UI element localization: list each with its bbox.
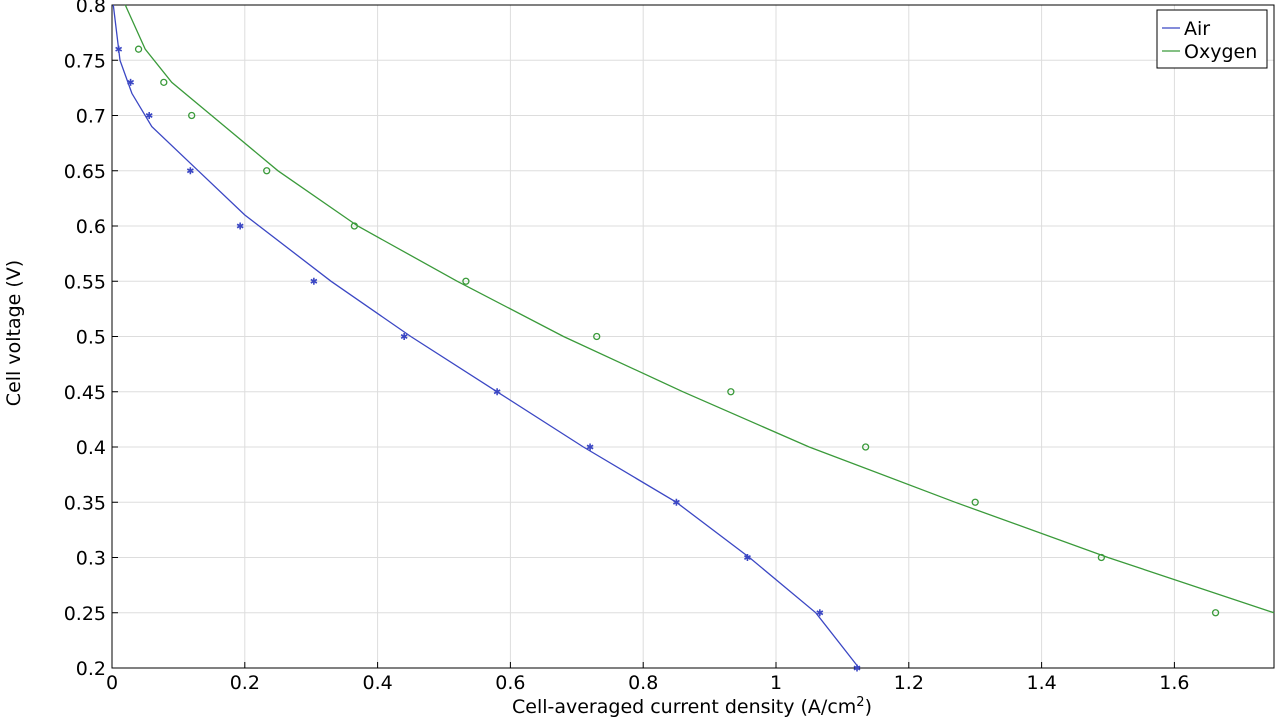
data-point-air (672, 498, 680, 506)
asterisk-stroke (186, 168, 194, 174)
asterisk-stroke (586, 444, 594, 450)
data-point-air (853, 664, 861, 672)
ticks: 0 0.2 0.4 0.6 0.8 1 1.2 1.4 1.60.20.250.30.350.4… (64, 0, 1190, 694)
asterisk-stroke (115, 46, 123, 52)
y-tick-label: 0.35 (64, 492, 106, 514)
data-point-oxygen (1097, 553, 1106, 562)
y-tick-label: 0.7 (76, 106, 106, 128)
data-point-air (310, 277, 318, 285)
x-tick-label: 0.8 (628, 672, 658, 694)
asterisk-stroke (853, 665, 861, 671)
data-point-air (127, 78, 135, 86)
x-tick-label: 0.6 (495, 672, 525, 694)
data-point-air (236, 222, 244, 230)
data-point-oxygen (350, 222, 359, 230)
y-tick-label: 0.25 (64, 603, 106, 625)
y-axis-title: Cell voltage (V) (3, 260, 25, 406)
legend-label-air: Air (1184, 18, 1210, 40)
data-point-oxygen (263, 167, 271, 175)
data-point-air (115, 45, 123, 53)
x-axis-title: Cell-averaged current density (A/cm2) (512, 695, 872, 718)
x-tick-label: 1 (770, 672, 782, 694)
y-tick-label: 0.75 (64, 50, 106, 72)
data-point-oxygen (134, 45, 143, 53)
asterisk-stroke (816, 610, 824, 616)
x-axis-title-end: ) (865, 696, 872, 718)
x-tick-label: 1.4 (1026, 672, 1056, 694)
data-point-oxygen (188, 111, 196, 120)
data-point-oxygen (593, 332, 601, 341)
data-point-oxygen (1211, 609, 1220, 617)
asterisk-stroke (744, 555, 751, 560)
y-tick-label: 0.55 (64, 271, 106, 293)
y-tick-label: 0.2 (76, 658, 106, 680)
x-tick-label: 0.2 (230, 672, 260, 694)
series-line-oxygen (124, 4, 1275, 614)
x-axis-title-main: Cell-averaged current density (A/cm (512, 696, 856, 718)
asterisk-stroke (493, 389, 501, 395)
data-point-oxygen (160, 78, 168, 86)
data-point-air (145, 112, 153, 119)
asterisk-stroke (310, 278, 318, 284)
data-point-air (744, 554, 751, 561)
data-point-air (186, 167, 194, 175)
x-tick-label: 0 (106, 672, 118, 694)
legend-box (1156, 9, 1268, 69)
data-point-oxygen (861, 443, 870, 451)
x-tick-label: 1.2 (894, 672, 924, 694)
y-tick-label: 0.45 (64, 382, 106, 404)
asterisk-stroke (400, 334, 408, 339)
y-tick-label: 0.6 (76, 216, 106, 238)
data-point-oxygen (971, 498, 979, 506)
x-tick-label: 0.4 (362, 672, 392, 694)
data-point-air (493, 388, 501, 396)
data-point-oxygen (727, 388, 735, 396)
asterisk-stroke (145, 113, 153, 118)
y-tick-label: 0.8 (76, 0, 106, 17)
data-point-air (400, 333, 408, 340)
series-line-air (112, 4, 860, 669)
legend: Air Oxygen (1156, 9, 1268, 69)
y-tick-label: 0.4 (76, 437, 106, 459)
y-tick-label: 0.5 (76, 327, 106, 349)
x-axis-title-superscript: 2 (856, 695, 864, 710)
y-tick-label: 0.3 (76, 548, 106, 570)
legend-label-oxygen: Oxygen (1184, 41, 1257, 63)
data-point-air (816, 609, 824, 617)
asterisk-stroke (127, 79, 135, 85)
asterisk-stroke (672, 499, 680, 505)
y-tick-label: 0.65 (64, 161, 106, 183)
x-tick-label: 1.6 (1159, 672, 1189, 694)
data-point-oxygen (462, 277, 470, 285)
asterisk-stroke (236, 223, 244, 229)
grid (111, 4, 1274, 669)
data-point-air (586, 443, 594, 451)
series-layer (112, 4, 1275, 672)
